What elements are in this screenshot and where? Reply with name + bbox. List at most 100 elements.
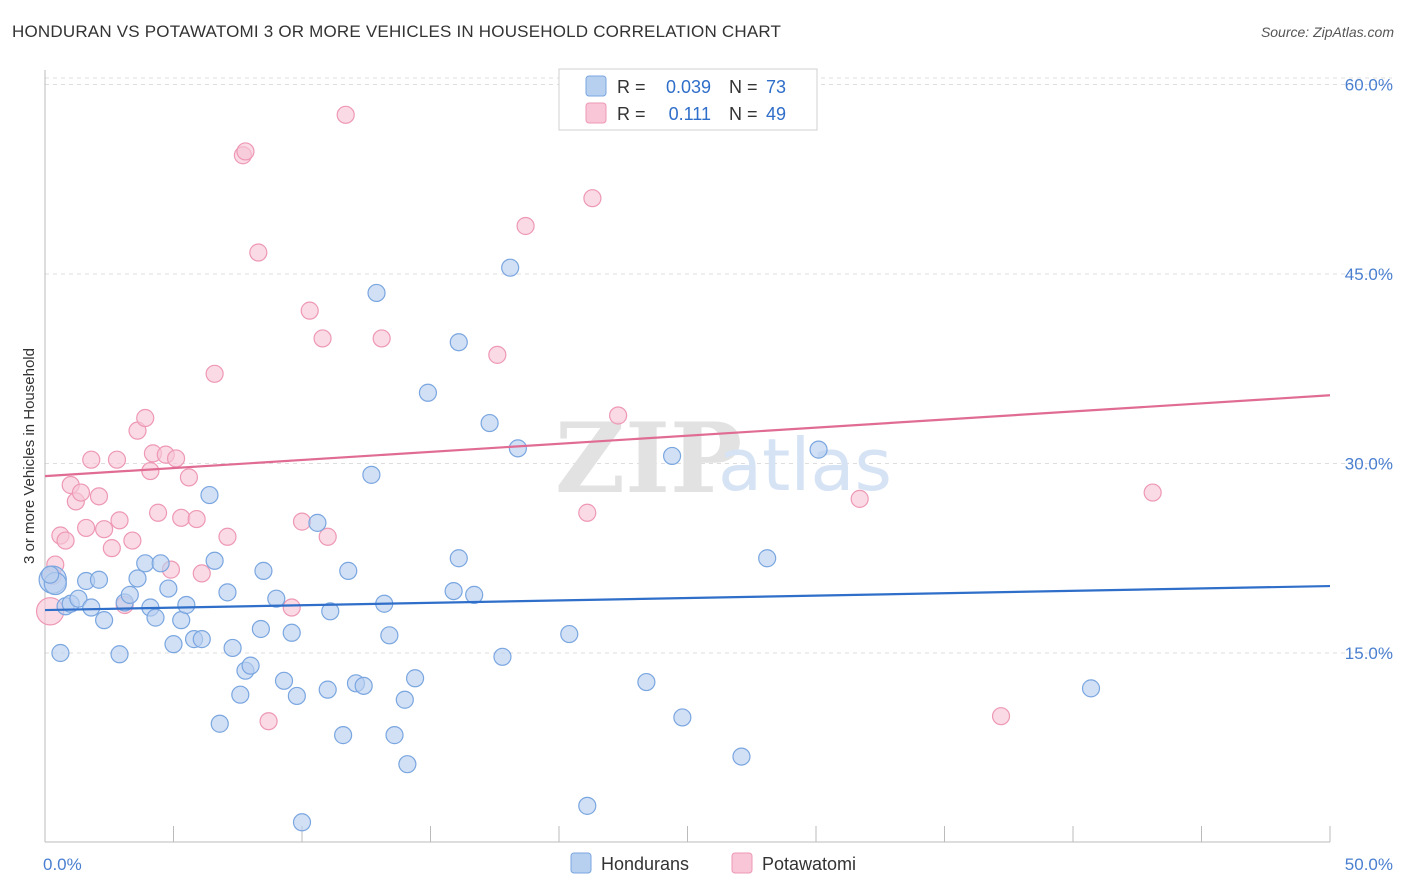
honduran-point <box>146 608 165 627</box>
potawatomi-point <box>102 539 121 558</box>
y-tick-label: 30.0% <box>1345 455 1393 474</box>
honduran-point <box>231 685 250 704</box>
honduran-point <box>578 796 597 815</box>
potawatomi-point <box>282 598 301 617</box>
x-tick-label: 50.0% <box>1345 855 1393 874</box>
correlation-legend: R = 0.039 N = 73 R = 0.111 N = 49 <box>558 68 818 131</box>
potawatomi-point <box>89 487 109 506</box>
honduran-point <box>362 465 381 484</box>
potawatomi-point <box>141 461 160 481</box>
honduran-point <box>172 611 191 630</box>
honduran-point <box>177 595 196 615</box>
potawatomi-point <box>300 301 319 320</box>
honduran-point <box>151 554 170 573</box>
honduran-point <box>1081 679 1101 698</box>
potawatomi-point <box>336 105 355 124</box>
honduran-points <box>38 258 1101 832</box>
legend-r-value-hondurans: 0.039 <box>666 77 711 97</box>
honduran-point <box>560 624 579 644</box>
legend-r-value-potawatomi: 0.111 <box>669 104 711 124</box>
potawatomi-point <box>609 406 628 425</box>
series-legend: Hondurans Potawatomi <box>570 852 856 874</box>
honduran-point <box>287 686 306 706</box>
chart-title: HONDURAN VS POTAWATOMI 3 OR MORE VEHICLE… <box>12 22 782 41</box>
honduran-point <box>241 656 260 675</box>
honduran-point <box>508 439 527 458</box>
potawatomi-point <box>136 408 155 428</box>
series-legend-label-hondurans: Hondurans <box>601 854 689 874</box>
honduran-point <box>282 623 301 642</box>
potawatomi-point <box>192 564 211 583</box>
series-legend-label-potawatomi: Potawatomi <box>762 854 856 874</box>
honduran-trend-line <box>44 584 1331 612</box>
honduran-point <box>223 638 242 658</box>
honduran-point <box>637 672 656 692</box>
honduran-point <box>159 579 178 598</box>
honduran-point <box>465 585 484 604</box>
honduran-point <box>292 813 312 832</box>
watermark: ZIP atlas <box>555 402 892 515</box>
legend-r-label-potawatomi: R = <box>617 104 646 124</box>
honduran-point <box>449 333 468 352</box>
honduran-point <box>662 446 682 466</box>
series-legend-swatch-hondurans <box>570 852 592 874</box>
potawatomi-point <box>578 503 597 522</box>
potawatomi-point <box>187 509 206 529</box>
potawatomi-point <box>236 142 255 161</box>
honduran-point <box>480 413 499 433</box>
honduran-point <box>339 561 358 580</box>
honduran-point <box>318 680 337 699</box>
potawatomi-point <box>166 449 186 468</box>
potawatomi-point <box>205 364 224 383</box>
y-tick-label: 60.0% <box>1345 76 1393 95</box>
legend-r-label-hondurans: R = <box>617 77 646 97</box>
y-tick-label: 15.0% <box>1345 644 1393 663</box>
potawatomi-point <box>516 216 535 236</box>
honduran-point <box>493 647 512 666</box>
honduran-point <box>218 583 237 602</box>
honduran-point <box>449 549 468 568</box>
watermark-zip: ZIP <box>555 402 742 515</box>
honduran-point <box>758 549 777 568</box>
potawatomi-point <box>82 450 101 469</box>
potawatomi-point <box>56 531 75 550</box>
potawatomi-point <box>110 511 129 530</box>
potawatomi-point <box>313 329 332 348</box>
honduran-point <box>200 485 219 505</box>
source-label: Source: ZipAtlas.com <box>1260 24 1394 40</box>
honduran-point <box>192 630 211 649</box>
honduran-point <box>809 440 828 459</box>
honduran-point <box>69 589 88 608</box>
axes <box>44 70 1331 843</box>
potawatomi-point <box>148 503 168 522</box>
potawatomi-point <box>179 468 199 487</box>
honduran-point <box>380 626 399 645</box>
honduran-point <box>210 714 229 733</box>
potawatomi-point <box>259 712 278 731</box>
honduran-point <box>308 513 327 532</box>
potawatomi-point <box>123 531 142 550</box>
potawatomi-point <box>1143 483 1162 502</box>
honduran-point <box>405 669 425 688</box>
potawatomi-point <box>488 345 507 364</box>
legend-swatch-potawatomi <box>585 102 607 124</box>
honduran-point <box>732 747 751 766</box>
honduran-point <box>120 585 139 604</box>
x-tick-label: 0.0% <box>43 855 82 874</box>
honduran-point <box>321 602 340 621</box>
honduran-point <box>334 726 353 745</box>
honduran-point <box>205 551 224 570</box>
honduran-point <box>267 589 286 608</box>
honduran-point <box>51 643 70 663</box>
honduran-point <box>136 554 155 573</box>
potawatomi-point <box>71 483 91 502</box>
potawatomi-point <box>292 512 312 531</box>
honduran-point <box>385 726 404 745</box>
honduran-point <box>82 598 101 617</box>
trend-lines <box>44 394 1331 612</box>
honduran-point <box>251 619 270 639</box>
honduran-point <box>367 283 386 303</box>
legend-n-value-hondurans: 73 <box>766 77 786 97</box>
honduran-point <box>110 645 129 664</box>
